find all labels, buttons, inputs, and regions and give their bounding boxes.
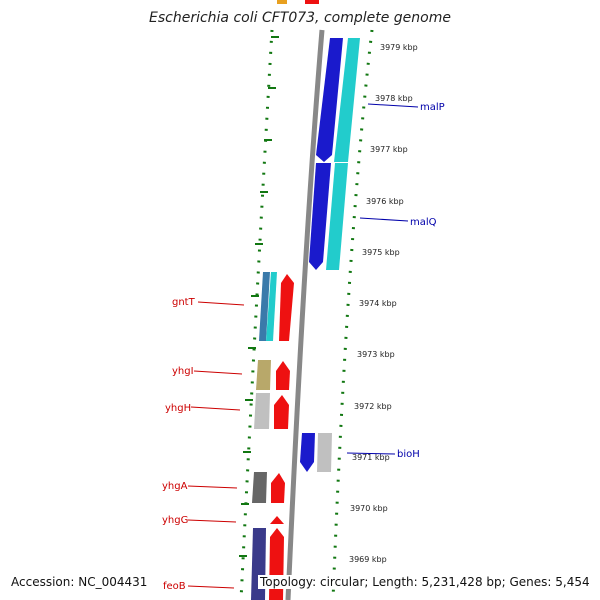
gene-label-yhgH-leader [190,406,241,411]
genome-summary-text: Topology: circular; Length: 5,231,428 bp… [258,575,592,589]
genome-title: Escherichia coli CFT073, complete genome [149,10,451,26]
tick-label-3974: 3974 kbp [359,299,397,308]
gene-gntT-bar1[interactable] [259,272,270,341]
gene-label-yhgG[interactable]: yhgG [162,515,188,526]
gene-yhgA-bar[interactable] [252,472,267,503]
tick-label-3972: 3972 kbp [354,402,392,411]
gene-feoB-bar[interactable] [251,528,266,600]
gene-label-gntT[interactable]: gntT [172,297,196,308]
tick-label-3978: 3978 kbp [375,94,413,103]
tick-label-3977: 3977 kbp [370,145,408,154]
top-partial-gene-2 [305,0,319,4]
gene-malP-arrow[interactable] [316,38,343,162]
gene-label-yhgH[interactable]: yhgH [165,403,191,414]
gene-label-bioH[interactable]: bioH [397,449,420,460]
gene-gntT-arrow[interactable] [279,274,294,341]
gene-gntT-bar2[interactable] [266,272,277,341]
gene-yhgH-arrow[interactable] [274,395,289,429]
gene-label-yhgI[interactable]: yhgI [172,366,194,377]
gene-bioH-arrow[interactable] [300,433,315,472]
gene-malQ-arrow[interactable] [309,163,331,270]
top-partial-gene-1 [277,0,287,4]
tick-label-3976: 3976 kbp [366,197,404,206]
genome-backbone [285,29,325,600]
gene-malP-partner[interactable] [334,38,360,162]
accession-text: Accession: NC_004431 [9,575,150,589]
gene-label-malQ[interactable]: malQ [410,217,437,228]
inner-tick-marks [239,36,279,557]
tick-label-3969: 3969 kbp [349,555,387,564]
gene-label-bioH-leader [346,452,396,455]
gene-bioH-partner[interactable] [317,433,332,472]
gene-label-feoB[interactable]: feoB [163,581,186,592]
gene-label-yhgG-leader [187,519,237,523]
gene-label-feoB-leader [187,585,235,589]
tick-label-3975: 3975 kbp [362,248,400,257]
gene-label-malP[interactable]: malP [420,102,445,113]
gene-label-gntT-leader [197,301,245,306]
gene-malQ-partner[interactable] [326,163,348,270]
gene-label-yhgA[interactable]: yhgA [162,481,188,492]
gene-yhgA-arrow[interactable] [271,473,285,503]
gene-yhgI-arrow[interactable] [276,361,290,390]
gene-label-malP-leader [367,103,419,108]
gene-yhgH-bar[interactable] [254,393,270,429]
gene-label-yhgA-leader [187,485,238,489]
gene-label-malQ-leader [359,217,409,222]
tick-label-3970: 3970 kbp [350,504,388,513]
tick-label-3979: 3979 kbp [380,43,418,52]
gene-yhgI-bar[interactable] [256,360,271,390]
tick-label-3971: 3971 kbp [352,453,390,462]
gene-label-yhgI-leader [193,370,243,375]
tick-label-3973: 3973 kbp [357,350,395,359]
gene-yhgG-arrow[interactable] [270,516,284,524]
gene-feoB-arrow[interactable] [269,528,284,600]
